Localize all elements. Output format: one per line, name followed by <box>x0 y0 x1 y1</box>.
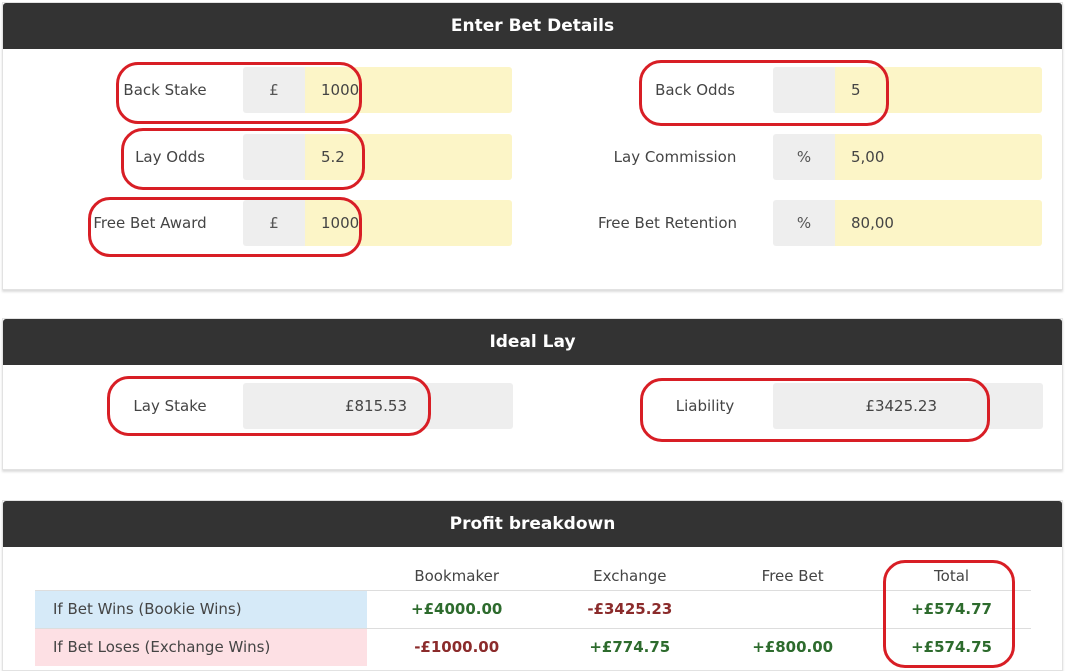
liability-output: £3425.23 <box>773 383 1043 429</box>
col-free-bet: Free Bet <box>761 566 824 585</box>
total-value: +£574.77 <box>872 589 1031 628</box>
table-row: If Bet Wins (Bookie Wins) +£4000.00 -£34… <box>35 589 1031 628</box>
back-odds-label: Back Odds <box>655 81 735 99</box>
lay-stake-output: £815.53 <box>243 383 513 429</box>
panel-title: Profit breakdown <box>3 501 1062 547</box>
free-bet-retention-label: Free Bet Retention <box>597 214 738 232</box>
liability-value: £3425.23 <box>865 397 937 415</box>
free-bet-value <box>713 589 873 628</box>
table-row: If Bet Loses (Exchange Wins) -£1000.00 +… <box>35 627 1031 666</box>
col-total: Total <box>934 566 970 585</box>
back-stake-input[interactable]: 1000 <box>305 67 512 113</box>
liability-label: Liability <box>675 397 735 415</box>
panel-title: Ideal Lay <box>3 319 1062 365</box>
bookmaker-value: +£4000.00 <box>367 589 547 628</box>
total-value: +£574.75 <box>872 627 1031 666</box>
lay-commission-input[interactable]: 5,00 <box>835 134 1042 180</box>
lay-stake-label: Lay Stake <box>133 397 207 415</box>
lay-commission-label: Lay Commission <box>613 148 737 166</box>
col-bookmaker: Bookmaker <box>414 566 500 585</box>
empty-addon <box>773 67 835 113</box>
back-odds-input[interactable]: 5 <box>835 67 1042 113</box>
col-exchange: Exchange <box>593 566 667 585</box>
row-label: If Bet Wins (Bookie Wins) <box>35 589 367 628</box>
currency-addon: £ <box>243 200 305 246</box>
percent-addon: % <box>773 134 835 180</box>
empty-addon <box>243 134 305 180</box>
free-bet-award-label: Free Bet Award <box>93 214 207 232</box>
lay-odds-input[interactable]: 5.2 <box>305 134 512 180</box>
free-bet-value: +£800.00 <box>713 627 873 666</box>
back-stake-label: Back Stake <box>123 81 207 99</box>
lay-stake-value: £815.53 <box>344 397 407 415</box>
exchange-value: +£774.75 <box>546 627 714 666</box>
percent-addon: % <box>773 200 835 246</box>
profit-table: Bookmaker Exchange Free Bet Total If Bet… <box>35 562 1031 666</box>
row-label: If Bet Loses (Exchange Wins) <box>35 627 367 666</box>
exchange-value: -£3425.23 <box>546 589 714 628</box>
free-bet-retention-input[interactable]: 80,00 <box>835 200 1042 246</box>
free-bet-award-input[interactable]: 1000 <box>305 200 512 246</box>
lay-odds-label: Lay Odds <box>135 148 205 166</box>
currency-addon: £ <box>243 67 305 113</box>
panel-title: Enter Bet Details <box>3 3 1062 49</box>
bookmaker-value: -£1000.00 <box>367 627 547 666</box>
